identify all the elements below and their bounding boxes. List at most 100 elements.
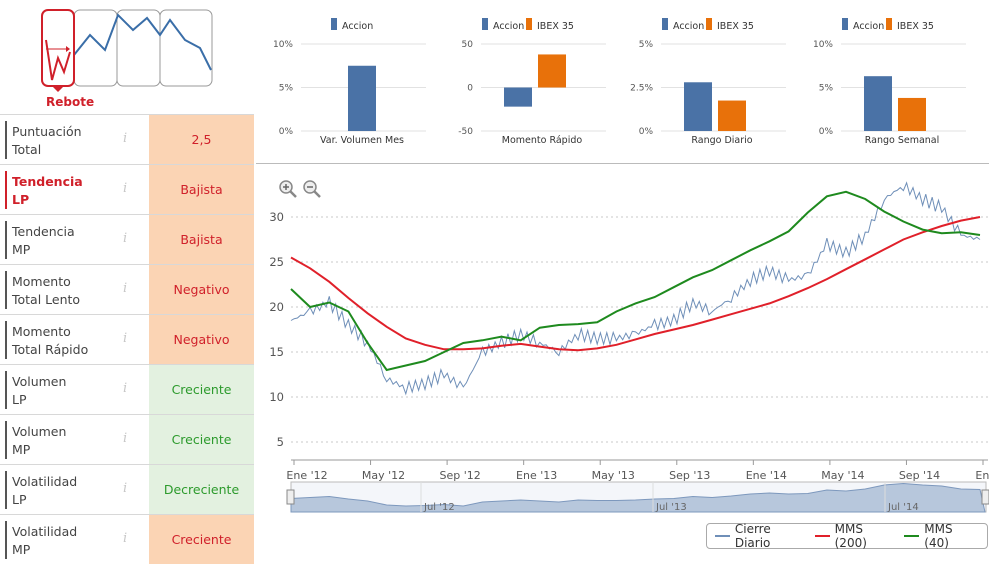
legend-item-cierre[interactable]: Cierre Diario — [715, 522, 805, 550]
indicator-row: Tendencia LP i Bajista — [0, 164, 254, 214]
indicator-name-line1: Volatilidad — [12, 474, 78, 489]
indicator-name-line1: Tendencia — [12, 224, 75, 239]
legend-label: Accion — [493, 21, 524, 32]
indicator-marker — [5, 171, 7, 209]
mini-chart-momento: Accion IBEX 35 50 0 -50 Momento Rápido — [436, 14, 616, 154]
indicator-name-line1: Momento — [12, 274, 71, 289]
info-icon[interactable]: i — [123, 381, 128, 396]
indicator-name-line2: LP — [12, 392, 27, 407]
indicator-name-line1: Volumen — [12, 374, 67, 389]
indicator-marker — [5, 421, 7, 459]
info-icon[interactable]: i — [123, 431, 128, 446]
bar-accion — [684, 82, 712, 131]
indicator-name-line2: Total Rápido — [12, 342, 89, 357]
indicator-name-line1: Tendencia — [12, 174, 83, 189]
x-tick-label: Sep '12 — [439, 469, 480, 482]
zoom-in-icon[interactable] — [279, 180, 297, 198]
zoom-out-icon[interactable] — [303, 180, 321, 198]
indicator-row: Volatilidad LP i Decreciente — [0, 464, 254, 514]
navigator-area — [290, 482, 986, 513]
chart-legend: Cierre Diario MMS (200) MMS (40) — [706, 522, 988, 550]
bar-ibex-35 — [898, 97, 926, 131]
y-tick-label: 10 — [269, 390, 284, 404]
legend-item-mms40[interactable]: MMS (40) — [904, 522, 977, 550]
x-tick-label: Ene '12 — [286, 469, 327, 482]
legend-swatch-0 — [482, 18, 488, 30]
x-tick-label: Ene '13 — [516, 469, 557, 482]
indicator-value: Decreciente — [149, 465, 254, 514]
legend-label: Accion — [673, 21, 704, 32]
mini-chart-title: Rango Diario — [691, 135, 752, 146]
info-icon[interactable]: i — [123, 331, 128, 346]
legend-swatch-0 — [331, 18, 337, 30]
y-tick-label: 5% — [819, 84, 834, 94]
info-icon[interactable]: i — [123, 531, 128, 546]
bar-accion — [864, 76, 892, 131]
legend-item-mms200[interactable]: MMS (200) — [814, 522, 895, 550]
info-icon[interactable]: i — [123, 481, 128, 496]
indicator-panel: Rebote Puntuación Total i 2,5 Tendencia LP i Ba… — [0, 0, 254, 564]
series-mms-200 — [290, 216, 981, 352]
navigator-label: Jul '14 — [887, 502, 919, 513]
info-icon[interactable]: i — [123, 181, 128, 196]
indicator-value: Creciente — [149, 365, 254, 414]
info-icon[interactable]: i — [123, 281, 128, 296]
legend-label: Accion — [342, 21, 373, 32]
navigator-label: Jul '12 — [423, 502, 455, 513]
legend-label-mms40: MMS (40) — [924, 522, 953, 550]
indicator-row: Volatilidad MP i Creciente — [0, 514, 254, 564]
y-tick-label: 5% — [279, 84, 294, 94]
series-mms-40 — [290, 190, 981, 372]
info-icon[interactable]: i — [123, 231, 128, 246]
indicator-name-line2: MP — [12, 542, 31, 557]
indicator-name: Momento Total Lento — [12, 273, 122, 309]
price-chart[interactable]: 5 10 15 20 25 30 Ene '12 May '12 Sep '12 Ene '13 M… — [256, 170, 989, 520]
indicator-name: Tendencia LP — [12, 173, 122, 209]
indicator-marker — [5, 121, 7, 159]
indicator-name-line2: LP — [12, 492, 27, 507]
indicator-name: Puntuación Total — [12, 123, 122, 159]
indicator-name-line1: Momento — [12, 324, 71, 339]
indicator-row: Volumen MP i Creciente — [0, 414, 254, 464]
legend-label-cierre: Cierre Diario — [734, 522, 771, 550]
mini-chart-title: Momento Rápido — [502, 135, 583, 146]
indicator-marker — [5, 471, 7, 509]
y-tick-label: 0% — [639, 127, 654, 137]
y-tick-label: 0 — [467, 84, 473, 94]
indicator-marker — [5, 221, 7, 259]
mini-chart-title: Rango Semanal — [865, 135, 940, 146]
navigator-handle-left — [286, 489, 295, 505]
info-icon[interactable]: i — [123, 131, 128, 146]
indicator-name-line2: Total — [12, 142, 42, 157]
indicator-row: Momento Total Lento i Negativo — [0, 264, 254, 314]
indicator-marker — [5, 321, 7, 359]
y-tick-label: 5% — [639, 40, 654, 50]
legend-label: IBEX 35 — [537, 21, 574, 32]
indicator-name: Volatilidad LP — [12, 473, 122, 509]
indicator-marker — [5, 371, 7, 409]
legend-label: IBEX 35 — [717, 21, 754, 32]
indicator-name-line2: Total Lento — [12, 292, 81, 307]
x-tick-label: May '12 — [362, 469, 405, 482]
y-tick-label: 20 — [269, 300, 284, 314]
indicator-value: 2,5 — [149, 115, 254, 164]
y-tick-label: 10% — [813, 40, 833, 50]
legend-swatch-0 — [662, 18, 668, 30]
legend-swatch-1 — [706, 18, 712, 30]
bar-ibex-35 — [538, 54, 566, 88]
y-tick-label: 50 — [462, 40, 474, 50]
indicator-marker — [5, 521, 7, 559]
indicator-row: Volumen LP i Creciente — [0, 364, 254, 414]
y-tick-label: 5 — [277, 435, 284, 449]
x-tick-label: Sep '14 — [899, 469, 940, 482]
y-tick-label: 0% — [819, 127, 834, 137]
legend-label: IBEX 35 — [897, 21, 934, 32]
y-tick-label: 30 — [269, 210, 284, 224]
bar-ibex-35 — [718, 100, 746, 131]
legend-label-mms200: MMS (200) — [834, 522, 867, 550]
divider — [256, 163, 989, 164]
indicator-value: Negativo — [149, 315, 254, 364]
pattern-thumbnails — [41, 9, 213, 92]
indicator-value: Bajista — [149, 215, 254, 264]
y-tick-label: 0% — [279, 127, 294, 137]
